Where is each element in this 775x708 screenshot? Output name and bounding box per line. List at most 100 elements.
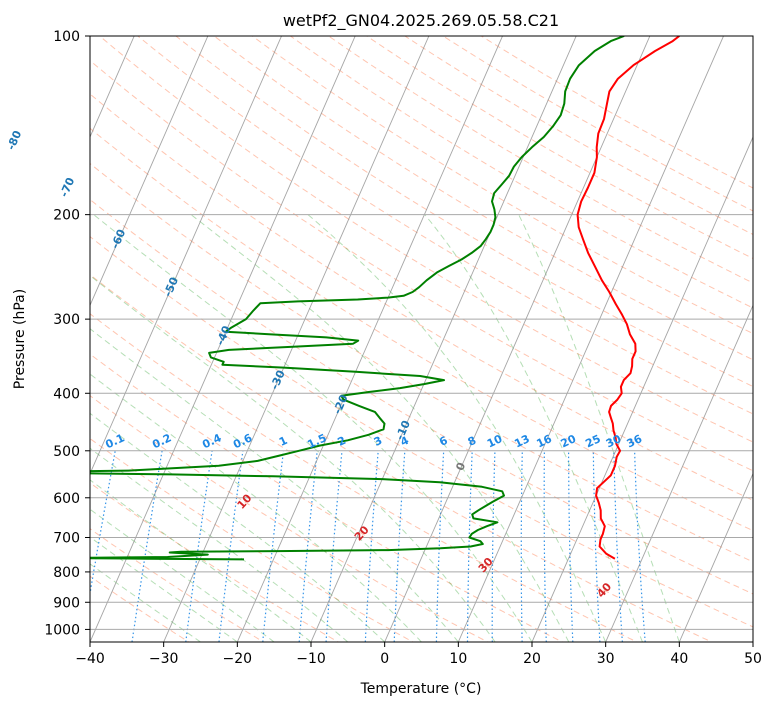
dry-adiabat — [90, 274, 713, 642]
mixing-ratio-label: 36 — [625, 432, 645, 450]
moist-adiabat — [190, 214, 570, 642]
plot-frame — [89, 35, 754, 643]
y-tick-label: 700 — [53, 531, 80, 547]
moist-adiabat — [90, 373, 422, 642]
dry-adiabat — [90, 575, 190, 642]
isotherm — [90, 36, 283, 475]
dry-adiabat — [90, 59, 753, 472]
x-tick-label: 30 — [597, 651, 615, 667]
isotherm — [236, 36, 504, 642]
moist-adiabat — [90, 508, 275, 642]
isotherm — [90, 36, 135, 139]
mixing-ratio-line — [613, 450, 623, 642]
moist-adiabat — [90, 479, 312, 642]
mixing-ratio-line — [364, 450, 379, 642]
dry-adiabat — [442, 36, 753, 212]
moist-adiabat — [90, 447, 349, 642]
mixing-ratio-label: 0.4 — [200, 431, 223, 451]
dry-adiabat — [289, 36, 753, 309]
moist-adiabat — [90, 274, 496, 642]
mixing-ratio-label: 16 — [535, 432, 555, 450]
y-tick-label: 100 — [53, 29, 80, 45]
mixing-ratio-line — [90, 450, 116, 597]
mixing-ratio-label: 10 — [485, 432, 505, 450]
dry-adiabat — [480, 36, 753, 189]
dry-adiabat — [90, 162, 753, 563]
x-tick-label: −10 — [296, 651, 326, 667]
y-tick-label: 300 — [53, 312, 80, 328]
isotherm — [384, 36, 651, 642]
moist-adiabat — [424, 214, 643, 642]
mixing-ratio-label: 25 — [583, 432, 602, 450]
mixing-ratio-label: 8 — [466, 434, 478, 449]
moist-adiabat — [90, 536, 238, 642]
isotherm — [310, 36, 577, 642]
mixing-ratio-label: 3 — [372, 434, 384, 449]
isotherm — [752, 640, 753, 642]
isotherm — [0, 23, 66, 645]
isotherm-label: 0 — [453, 460, 468, 473]
chart-title: wetPf2_GN04.2025.269.05.58.C21 — [283, 11, 559, 31]
dry-adiabat-label: 20 — [352, 523, 372, 543]
y-tick-label: 900 — [53, 595, 80, 611]
mixing-ratio-label: 20 — [559, 432, 579, 450]
pressure-grid — [90, 36, 753, 630]
mixing-ratio-line — [325, 450, 343, 642]
mixing-ratio-line — [218, 450, 244, 642]
mixing-ratio-label: 4 — [398, 434, 411, 449]
dry-adiabat — [90, 127, 753, 532]
dry-adiabat — [90, 198, 753, 595]
isotherm-label: -50 — [161, 275, 181, 299]
x-tick-label: 10 — [449, 651, 467, 667]
isotherm — [678, 472, 753, 642]
mixing-ratio-label: 13 — [512, 432, 531, 450]
y-axis-ticks: 100 200 300 400 500 600 700 800 900 1000 — [44, 29, 90, 638]
x-tick-label: −40 — [75, 651, 105, 667]
background-lines — [0, 23, 753, 645]
y-tick-label: 600 — [53, 491, 80, 507]
mixing-ratio-line — [491, 450, 496, 642]
dry-adiabat — [137, 36, 753, 415]
x-axis-ticks: −40 −30 −20 −10 0 10 20 30 40 50 — [75, 642, 762, 667]
mixing-ratio-line — [435, 450, 445, 642]
isotherm — [605, 304, 753, 642]
mixing-ratio-line — [592, 450, 601, 642]
isotherm — [163, 36, 430, 642]
isotherm-label: -70 — [58, 175, 78, 199]
isotherm — [531, 135, 753, 642]
x-tick-label: −30 — [149, 651, 179, 667]
y-tick-label: 1000 — [44, 622, 80, 638]
x-tick-label: 50 — [744, 651, 762, 667]
mixing-ratio-line — [567, 450, 574, 642]
x-tick-label: −20 — [223, 651, 253, 667]
isotherm-label: -60 — [109, 227, 129, 251]
moist-adiabat — [90, 563, 201, 642]
y-tick-label: 800 — [53, 565, 80, 581]
dry-adiabat — [251, 36, 753, 335]
mixing-ratio-line — [298, 450, 318, 642]
dry-adiabat — [90, 93, 753, 501]
mixing-ratio-label: 1.5 — [305, 431, 328, 451]
x-tick-label: 0 — [380, 651, 389, 667]
moist-adiabat — [93, 214, 533, 642]
isotherm-label: -20 — [331, 392, 351, 416]
isotherm — [90, 36, 209, 307]
isotherm-label: -80 — [4, 128, 24, 152]
mixing-ratio-line — [185, 450, 213, 642]
mixing-ratio-label: 30 — [604, 432, 624, 450]
dry-adiabat — [90, 438, 414, 642]
line-labels: -100-90-80-70-60-50-40-30-20-10010203040… — [4, 128, 645, 600]
moist-adiabat — [307, 214, 607, 642]
y-tick-label: 500 — [53, 444, 80, 460]
dry-adiabat — [403, 36, 753, 236]
moist-adiabat — [90, 328, 459, 642]
isotherm-label: -30 — [268, 368, 288, 392]
temperature-profile — [576, 36, 680, 560]
mixing-ratio-label: 1 — [277, 434, 289, 449]
y-tick-label: 200 — [53, 208, 80, 224]
mixing-ratio-label: 0.6 — [231, 431, 254, 451]
isotherm — [90, 36, 356, 642]
x-tick-label: 20 — [523, 651, 541, 667]
mixing-ratio-line — [262, 450, 285, 642]
